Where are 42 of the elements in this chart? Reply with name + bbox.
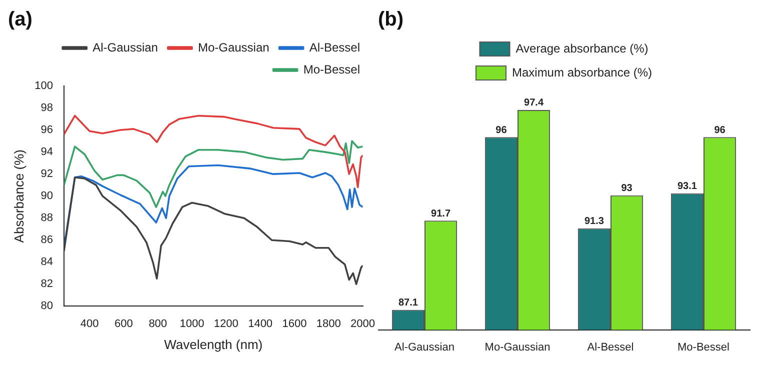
data-label: 91.7 (431, 208, 451, 220)
legend-label: Mo-Bessel (303, 62, 360, 76)
x-tick-label: 1200 (214, 318, 238, 330)
legend-label: Maximum absorbance (%) (512, 65, 652, 80)
x-tick-label: 1800 (316, 318, 341, 330)
x-tick-label: 2000 (350, 318, 376, 330)
y-tick-label: 88 (40, 212, 53, 224)
y-tick-label: 86 (40, 234, 53, 246)
x-tick-label: Mo-Gaussian (484, 341, 550, 354)
legend-label: Al-Bessel (309, 40, 360, 54)
chart-title: (b) (378, 8, 404, 31)
data-label: 93.1 (677, 181, 698, 192)
legend-label: Average absorbance (%) (516, 41, 648, 56)
x-tick-label: Al-Gaussian (394, 341, 454, 354)
y-tick-label: 100 (34, 80, 53, 92)
y-tick-label: 82 (40, 278, 53, 290)
chart-title: (a) (8, 8, 32, 31)
data-label: 91.3 (584, 216, 604, 228)
y-tick-label: 98 (40, 102, 53, 114)
y-axis-title: Absorbance (%) (11, 149, 26, 243)
y-tick-label: 90 (40, 190, 53, 202)
data-label: 96 (496, 124, 508, 136)
data-label: 96 (714, 124, 726, 136)
x-tick-label: 1600 (282, 318, 307, 330)
x-tick-label: 1000 (180, 318, 204, 330)
x-tick-label: Al-Bessel (587, 341, 634, 354)
y-tick-label: 80 (40, 300, 53, 312)
x-axis-title: Wavelength (nm) (164, 336, 263, 352)
x-tick-label: 400 (80, 318, 99, 330)
x-tick-label: 1400 (248, 318, 273, 330)
y-tick-label: 94 (40, 146, 53, 158)
data-label: 87.1 (398, 298, 418, 309)
data-label: 93 (621, 183, 633, 194)
y-tick-label: 96 (40, 124, 53, 136)
y-tick-label: 84 (40, 256, 53, 268)
legend-label: Al-Gaussian (92, 40, 158, 54)
y-tick-label: 92 (40, 168, 53, 180)
legend-label: Mo-Gaussian (198, 40, 270, 54)
x-tick-label: 800 (148, 318, 168, 330)
x-tick-label: Mo-Bessel (678, 341, 730, 354)
data-label: 97.4 (524, 98, 544, 109)
x-tick-label: 600 (114, 318, 133, 330)
